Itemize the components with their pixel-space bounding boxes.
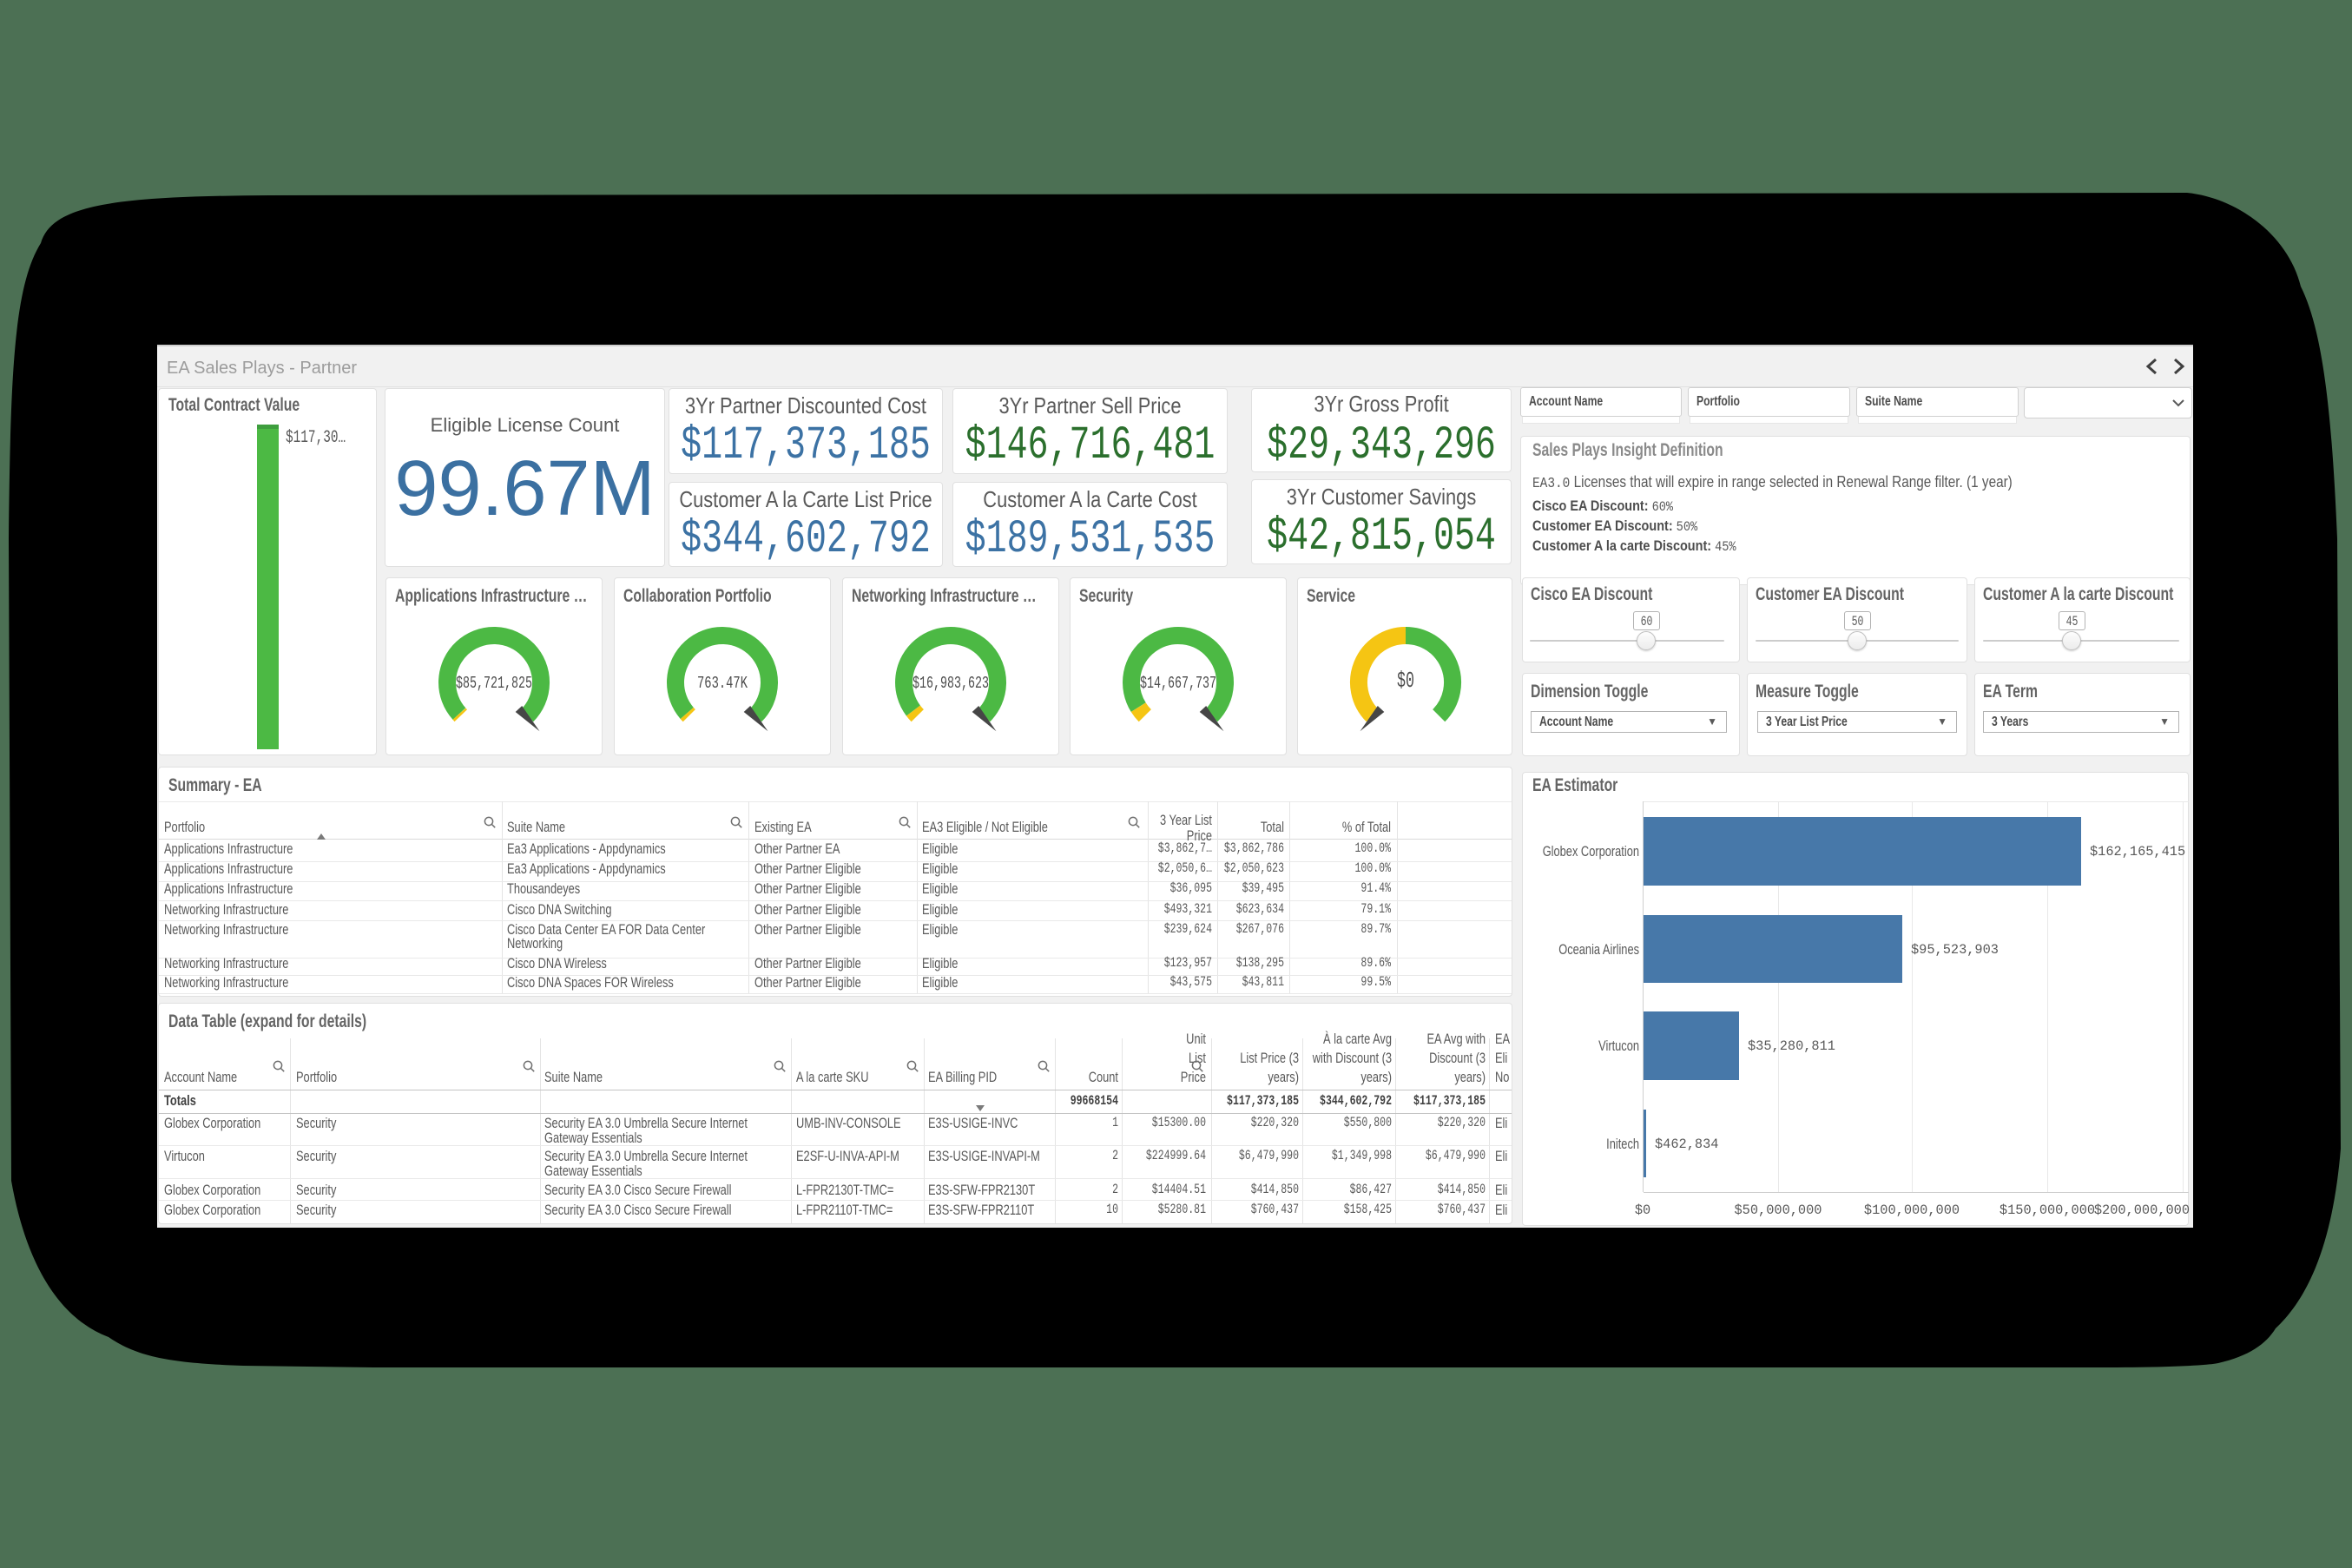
svg-text:$0: $0 [1397, 668, 1414, 694]
svg-text:763.47K: 763.47K [697, 674, 748, 693]
svg-text:$14,667,737: $14,667,737 [1140, 674, 1216, 693]
svg-text:$85,721,825: $85,721,825 [456, 674, 532, 693]
svg-text:$16,983,623: $16,983,623 [912, 674, 989, 693]
